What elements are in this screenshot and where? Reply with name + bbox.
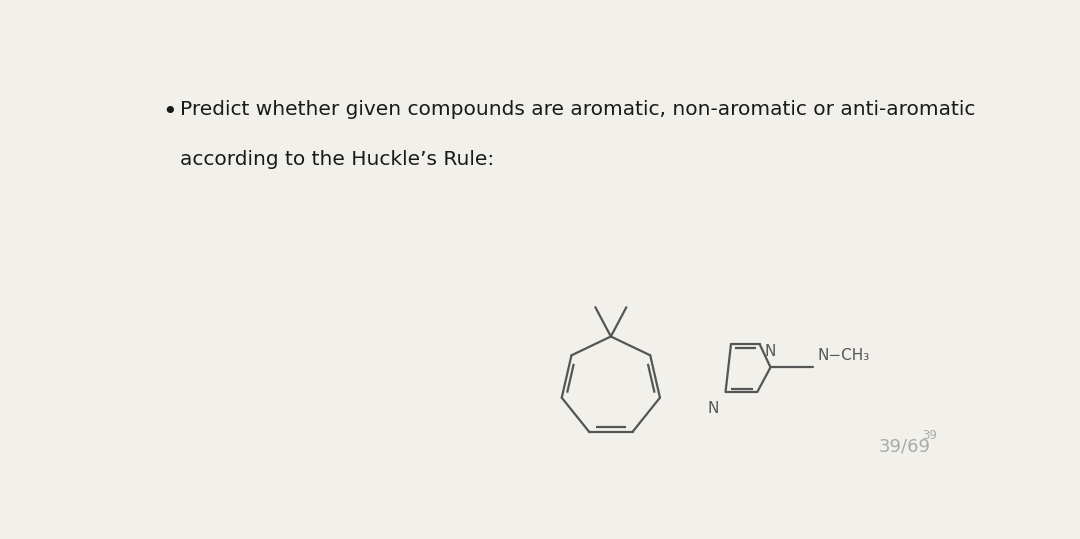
Text: according to the Huckle’s Rule:: according to the Huckle’s Rule: <box>180 150 495 169</box>
Text: N−CH₃: N−CH₃ <box>818 348 869 363</box>
Text: •: • <box>162 100 176 124</box>
Text: 39/69: 39/69 <box>878 438 930 455</box>
Text: 39: 39 <box>922 430 936 443</box>
Text: Predict whether given compounds are aromatic, non-aromatic or anti-aromatic: Predict whether given compounds are arom… <box>180 100 975 119</box>
Text: N: N <box>707 401 719 416</box>
Text: N: N <box>765 344 777 359</box>
